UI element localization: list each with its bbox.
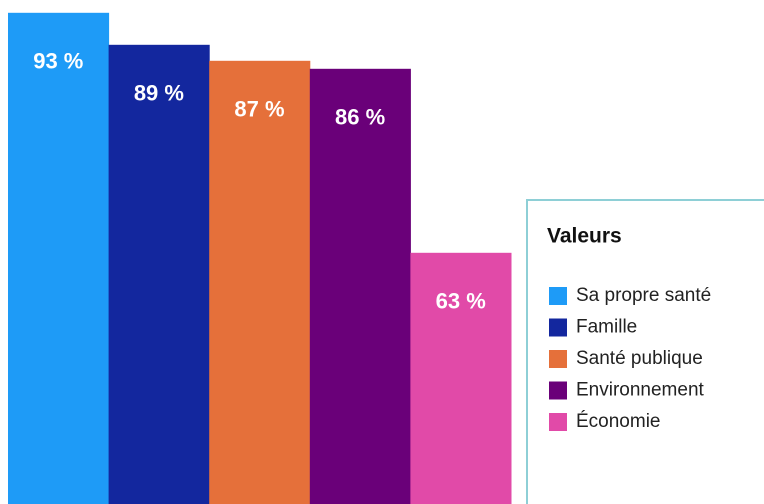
bar [209, 60, 311, 504]
bar [309, 68, 411, 504]
legend-label: Sa propre santé [576, 285, 711, 306]
legend-swatch [549, 287, 567, 305]
legend-swatch [549, 318, 567, 337]
value-label: 86 % [335, 105, 385, 130]
bar [410, 252, 512, 504]
bar [8, 12, 110, 504]
value-label: 89 % [134, 81, 184, 106]
legend-swatch [549, 381, 567, 400]
legend-swatch [549, 413, 567, 431]
value-label: 63 % [436, 289, 486, 314]
value-label: 87 % [234, 97, 284, 122]
legend-label: Santé publique [576, 348, 703, 369]
bar [108, 44, 210, 504]
legend-swatch [549, 350, 567, 368]
legend-title: Valeurs [547, 225, 622, 248]
legend-label: Économie [576, 411, 661, 432]
value-label: 93 % [33, 49, 83, 74]
legend-label: Environnement [576, 380, 705, 401]
legend-label: Famille [576, 317, 637, 338]
